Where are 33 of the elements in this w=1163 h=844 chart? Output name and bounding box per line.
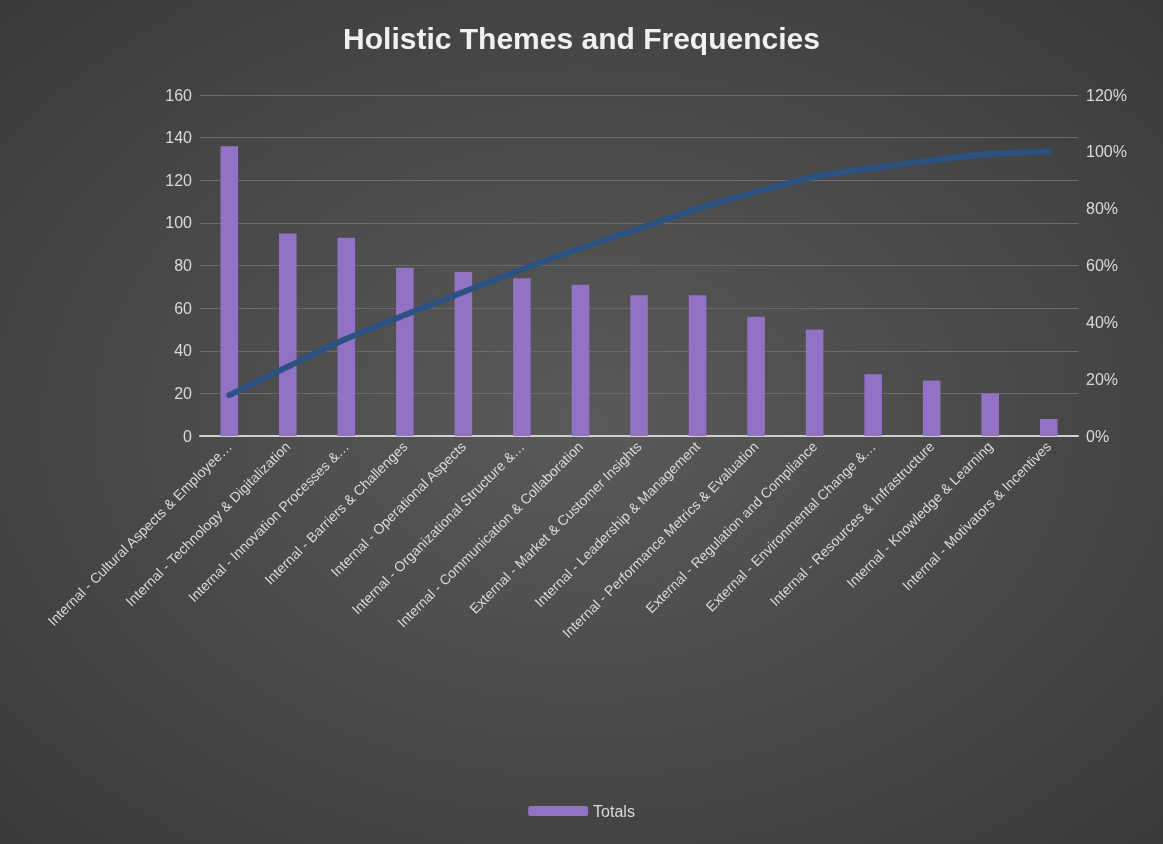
bar bbox=[396, 267, 414, 436]
bar bbox=[454, 271, 473, 436]
y-tick-label: 120 bbox=[165, 171, 193, 189]
bar bbox=[864, 374, 882, 436]
bar bbox=[337, 237, 356, 436]
y-tick-label: 80 bbox=[174, 257, 193, 274]
bar bbox=[1039, 418, 1058, 436]
chart-title: Holistic Themes and Frequencies bbox=[343, 21, 820, 55]
bar bbox=[922, 380, 941, 436]
bar bbox=[630, 295, 648, 436]
bar bbox=[688, 295, 707, 436]
y2-tick-label: 0% bbox=[1086, 427, 1110, 445]
y2-tick-label: 120% bbox=[1086, 86, 1127, 104]
y2-tick-label: 20% bbox=[1086, 370, 1119, 388]
bar bbox=[571, 284, 590, 436]
y-tick-label: 0 bbox=[183, 427, 193, 445]
y2-tick-label: 40% bbox=[1086, 313, 1119, 331]
y-tick-label: 40 bbox=[174, 342, 193, 360]
y2-tick-label: 80% bbox=[1086, 200, 1119, 218]
legend-label: Totals bbox=[593, 802, 635, 820]
bar bbox=[805, 329, 824, 436]
bar bbox=[981, 393, 999, 436]
bar bbox=[747, 316, 765, 436]
y-tick-label: 100 bbox=[165, 214, 193, 232]
y2-tick-label: 60% bbox=[1086, 257, 1119, 274]
y-tick-label: 20 bbox=[174, 384, 193, 402]
bar bbox=[513, 278, 531, 436]
y2-tick-label: 100% bbox=[1086, 143, 1127, 161]
y-tick-label: 60 bbox=[174, 299, 193, 317]
bar bbox=[220, 146, 239, 436]
bar bbox=[279, 233, 297, 436]
y-tick-label: 160 bbox=[165, 86, 193, 104]
y-tick-label: 140 bbox=[165, 129, 193, 147]
